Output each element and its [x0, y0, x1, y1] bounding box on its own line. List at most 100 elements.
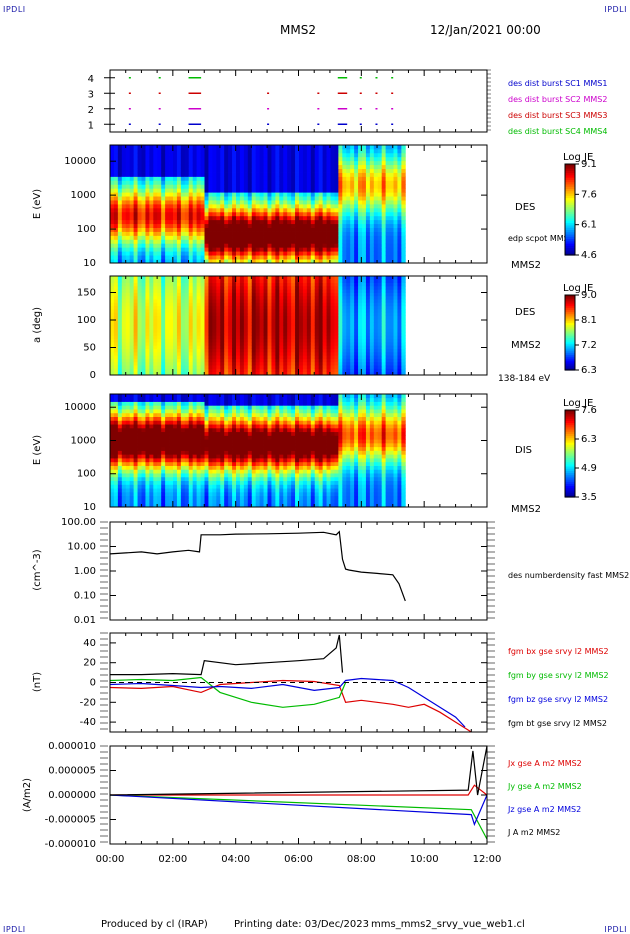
spectrogram-cell [385, 188, 390, 193]
spectrogram-cell [125, 488, 131, 493]
spectrogram-cell [110, 461, 115, 466]
spectrogram-cell [291, 148, 296, 154]
spectrogram-cell [350, 365, 355, 369]
spectrogram-cell [334, 180, 339, 185]
spectrogram-cell [129, 247, 135, 252]
spectrogram-cell [385, 223, 390, 228]
colorbar-step [565, 202, 575, 206]
spectrogram-cell [121, 328, 127, 333]
spectrogram-cell [184, 289, 190, 293]
spectrogram-cell [239, 251, 245, 256]
spectrogram-cell [326, 312, 331, 316]
spectrogram-cell [180, 318, 186, 323]
spectrogram-cell [117, 164, 123, 169]
spectrogram-cell [157, 325, 162, 330]
spectrogram-cell [291, 243, 296, 248]
spectrogram-cell [330, 328, 335, 333]
spectrogram-cell [397, 215, 402, 221]
spectrogram-cell [259, 156, 264, 162]
spectrogram-cell [330, 188, 335, 193]
spectrogram-cell [318, 342, 324, 346]
spectrogram-cell [326, 215, 331, 221]
spectrogram-cell [149, 299, 154, 303]
spectrogram-cell [314, 358, 320, 363]
spectrogram-cell [397, 285, 402, 290]
spectrogram-cell [385, 342, 390, 346]
spectrogram-cell [243, 368, 249, 373]
spectrogram-cell [362, 192, 367, 197]
spectrogram-cell [208, 215, 213, 221]
spectrogram-cell [342, 168, 347, 173]
spectrogram-cell [283, 172, 288, 177]
spectrogram-cell [157, 145, 162, 150]
spectrogram-cell [330, 368, 335, 373]
spectrogram-cell [271, 285, 276, 290]
spectrogram-cell [247, 255, 253, 260]
spectrogram-cell [346, 332, 351, 336]
spectrogram-cell [295, 176, 300, 181]
spectrogram-cell [369, 348, 375, 353]
spectrogram-cell [125, 322, 131, 326]
spectrogram-cell [208, 338, 213, 343]
spectrogram-cell [385, 251, 390, 256]
spectrogram-cell [141, 332, 146, 336]
spectrogram-cell [401, 312, 406, 316]
spectrogram-cell [224, 318, 229, 323]
spectrogram-cell [200, 160, 205, 166]
spectrogram-cell [251, 368, 257, 373]
spectrogram-cell [259, 259, 264, 264]
spectrogram-cell [228, 148, 233, 154]
spectrogram-cell [188, 152, 194, 158]
spectrogram-cell [192, 351, 198, 356]
spectrogram-cell [216, 200, 221, 205]
spectrogram-cell [212, 305, 217, 310]
spectrogram-cell [369, 292, 375, 297]
spectrogram-cell [243, 227, 249, 232]
spectrogram-cell [291, 164, 296, 169]
spectrogram-cell [232, 251, 237, 256]
spectrogram-cell [314, 168, 320, 173]
spectrogram-cell [263, 243, 268, 248]
spectrogram-cell [224, 299, 229, 303]
spectrogram-cell [365, 148, 371, 154]
spectrogram-cell [149, 259, 154, 264]
spectrogram-cell [129, 282, 135, 287]
spectrogram-cell [377, 312, 383, 316]
spectrogram-cell [117, 361, 123, 366]
spectrogram-cell [117, 442, 123, 448]
spectrogram-cell [362, 215, 367, 221]
spectrogram-cell [192, 188, 198, 193]
spectrogram-cell [110, 338, 115, 343]
spectrogram-cell [358, 211, 363, 217]
spectrogram-cell [239, 365, 245, 369]
spectrogram-cell [157, 335, 162, 340]
spectrogram-cell [338, 160, 343, 166]
spectrogram-cell [239, 152, 245, 158]
spectrogram-cell [125, 365, 131, 369]
legend-entry: des dist burst SC2 MMS2 [508, 95, 607, 104]
spectrogram-cell [389, 148, 394, 154]
spectrogram-cell [196, 235, 201, 240]
spectrogram-cell [157, 345, 162, 349]
spectrogram-cell [137, 168, 142, 173]
spectrogram-cell [291, 239, 296, 244]
spectrogram-cell [161, 276, 166, 280]
spectrogram-cell [385, 204, 390, 209]
spectrogram-cell [145, 335, 150, 340]
spectrogram-cell [373, 251, 379, 256]
spectrogram-cell [267, 299, 272, 303]
spectrogram-cell [358, 365, 363, 369]
spectrogram-cell [267, 223, 272, 228]
spectrogram-cell [216, 361, 221, 366]
spectrogram-cell [318, 312, 324, 316]
spectrogram-cell [334, 325, 339, 330]
spectrogram-cell [121, 204, 127, 209]
spectrogram-cell [350, 371, 355, 376]
spectrogram-cell [200, 188, 205, 193]
spectrogram-cell [192, 243, 198, 248]
spectrogram-cell [117, 279, 123, 283]
spectrogram-cell [125, 499, 131, 504]
spectrogram-cell [350, 192, 355, 197]
spectrogram-cell [216, 145, 221, 150]
spectrogram-cell [161, 371, 166, 376]
